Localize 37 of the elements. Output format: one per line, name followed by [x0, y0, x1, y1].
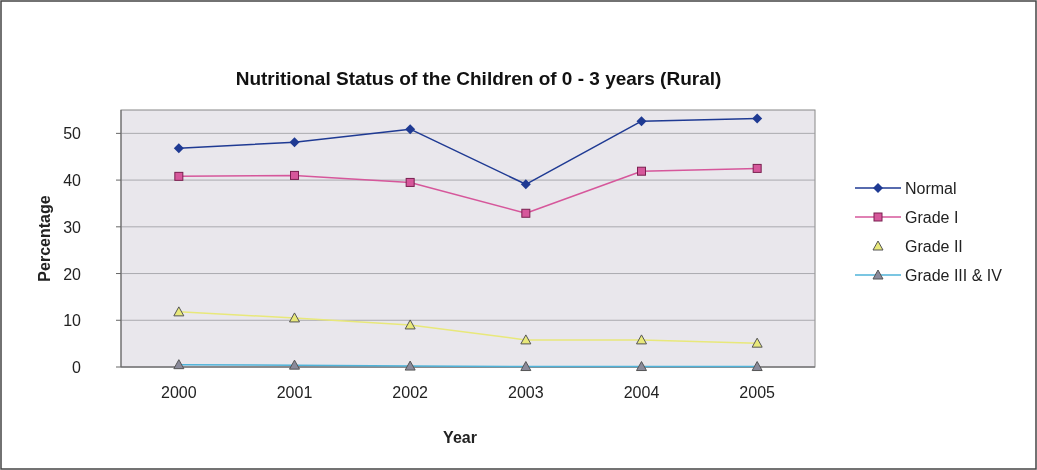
point — [636, 334, 647, 345]
point — [173, 143, 184, 154]
point — [520, 334, 532, 345]
chart-title: Nutritional Status of the Children of 0 - 3 years (Rural) — [235, 68, 722, 89]
point — [289, 137, 300, 148]
y-tick-label: 40 — [63, 172, 82, 190]
x-tick-label: 2005 — [739, 384, 776, 401]
legend-label: Grade III & IV — [905, 267, 1003, 284]
point — [521, 208, 531, 218]
y-tick-label: 30 — [63, 218, 82, 236]
legend-label: Grade I — [905, 209, 959, 226]
x-tick-label: 2000 — [161, 384, 197, 401]
legend-label: Normal — [905, 180, 957, 197]
point — [289, 312, 300, 323]
point — [636, 116, 647, 127]
legend-label: Grade II — [905, 238, 963, 255]
point — [637, 166, 646, 176]
y-tick-label: 10 — [63, 312, 82, 330]
point — [752, 113, 763, 124]
x-tick-label: 2001 — [276, 384, 313, 401]
point — [520, 179, 531, 190]
y-tick-label: 50 — [63, 125, 82, 143]
x-tick-label: 2002 — [392, 384, 429, 401]
x-axis-title: Year — [443, 429, 477, 446]
point — [751, 337, 763, 348]
point — [173, 306, 185, 317]
point — [404, 319, 416, 330]
y-axis-title: Percentage — [36, 195, 53, 282]
y-tick-label: 0 — [72, 359, 82, 376]
point — [405, 124, 416, 135]
point — [405, 177, 415, 187]
x-tick-label: 2003 — [508, 384, 544, 401]
y-tick-label: 20 — [63, 265, 82, 283]
x-tick-label: 2004 — [623, 384, 660, 401]
point — [174, 171, 184, 181]
point — [752, 163, 762, 173]
point — [290, 170, 299, 180]
